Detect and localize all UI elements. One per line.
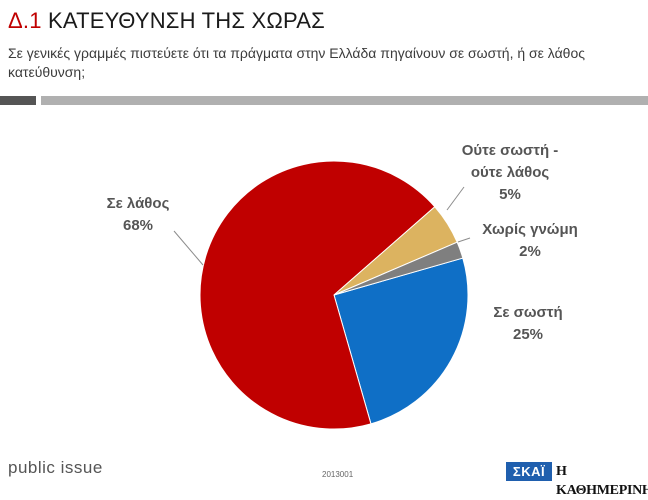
slice-label-line: Ούτε σωστή -	[462, 142, 559, 159]
slice-label-line: ούτε λάθος	[471, 164, 550, 181]
page-title: Δ.1 ΚΑΤΕΥΘΥΝΣΗ ΤΗΣ ΧΩΡΑΣ	[8, 8, 325, 34]
pie-slice-σε-λάθος	[199, 160, 436, 430]
pie-slice-σε-σωστή	[333, 257, 469, 425]
question-subtitle: Σε γενικές γραμμές πιστεύετε ότι τα πράγ…	[8, 45, 586, 80]
slice-label-line: 68%	[123, 217, 153, 234]
slice-label-line: 2%	[519, 243, 541, 260]
slice-label: Σε σωστή 25%	[493, 304, 562, 343]
pie-slice-χωρίς-γνώμη	[333, 241, 464, 296]
slice-label: Χωρίς γνώμη 2%	[482, 221, 578, 260]
header-rule-dark	[0, 96, 36, 105]
slice-label-line: 25%	[513, 326, 543, 343]
pie-chart: Σε σωστή 25% Σε λάθος 68% Ούτε σωστή - ούτε λ…	[107, 142, 578, 430]
slice-label-line: Χωρίς γνώμη	[482, 221, 578, 238]
slice-label-line: 5%	[499, 186, 521, 203]
slice-label: Σε λάθος 68%	[107, 195, 170, 234]
slice-label-line: Σε λάθος	[107, 195, 170, 212]
survey-code: 2013001	[322, 470, 354, 479]
header-rule-light	[41, 96, 648, 105]
slice-label-line: Σε σωστή	[493, 304, 562, 321]
leader-line	[446, 186, 465, 211]
title-text: ΚΑΤΕΥΘΥΝΣΗ ΤΗΣ ΧΩΡΑΣ	[47, 8, 325, 33]
slice-label: Ούτε σωστή - ούτε λάθος 5%	[462, 142, 559, 203]
kathimerini-logo: Η ΚΑΘΗΜΕΡΙΝΗ	[556, 464, 648, 498]
skai-logo: ΣΚΑΪ	[506, 462, 552, 481]
title-number: Δ.1	[8, 8, 42, 33]
leader-line	[173, 230, 204, 266]
public-issue-logo: public issue	[8, 458, 103, 477]
leader-line	[457, 237, 471, 243]
